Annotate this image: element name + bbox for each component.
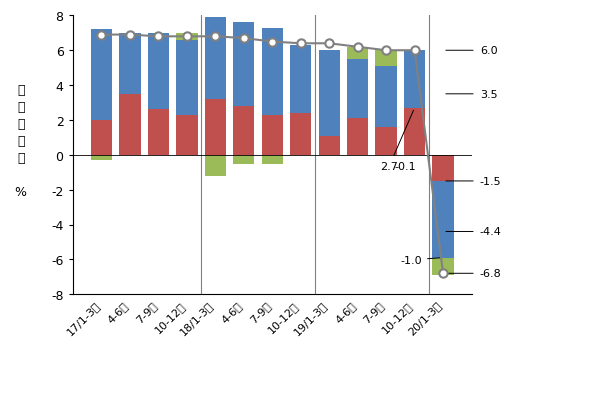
Bar xyxy=(119,34,140,94)
Text: -1.0: -1.0 xyxy=(401,255,440,265)
Bar xyxy=(318,136,340,155)
Legend: 資本形成総額, 最終消費支出, 純輸出, GDP: 資本形成総額, 最終消費支出, 純輸出, GDP xyxy=(106,406,374,409)
Bar xyxy=(347,48,368,60)
Text: -1.5: -1.5 xyxy=(480,177,502,187)
Bar xyxy=(404,108,425,155)
Bar xyxy=(91,121,112,155)
Bar xyxy=(433,155,454,182)
Text: -4.4: -4.4 xyxy=(480,227,502,237)
Bar xyxy=(376,51,397,67)
Bar xyxy=(233,23,255,107)
Bar xyxy=(376,67,397,128)
Bar xyxy=(119,94,140,155)
Bar xyxy=(176,115,197,155)
Bar xyxy=(176,34,197,41)
Bar xyxy=(148,110,169,155)
Bar xyxy=(261,155,283,164)
Bar xyxy=(176,41,197,115)
Bar xyxy=(347,60,368,119)
Bar xyxy=(433,182,454,258)
Text: 3.5: 3.5 xyxy=(480,90,497,99)
Bar xyxy=(204,155,226,176)
Bar xyxy=(261,115,283,155)
Bar xyxy=(290,114,312,155)
Text: 前
年
同
期
比

%: 前 年 同 期 比 % xyxy=(15,84,27,199)
Bar xyxy=(376,128,397,155)
Bar xyxy=(233,155,255,164)
Bar xyxy=(433,258,454,275)
Text: -0.1: -0.1 xyxy=(394,161,416,171)
Text: 2.7: 2.7 xyxy=(381,111,413,171)
Bar xyxy=(318,51,340,136)
Bar xyxy=(404,51,425,108)
Bar xyxy=(347,119,368,155)
Bar xyxy=(290,46,312,114)
Bar xyxy=(204,100,226,155)
Bar xyxy=(204,18,226,100)
Bar xyxy=(233,107,255,155)
Bar xyxy=(91,155,112,161)
Bar xyxy=(91,30,112,121)
Text: 6.0: 6.0 xyxy=(480,46,497,56)
Bar xyxy=(261,29,283,115)
Bar xyxy=(148,34,169,110)
Text: -6.8: -6.8 xyxy=(480,269,502,279)
